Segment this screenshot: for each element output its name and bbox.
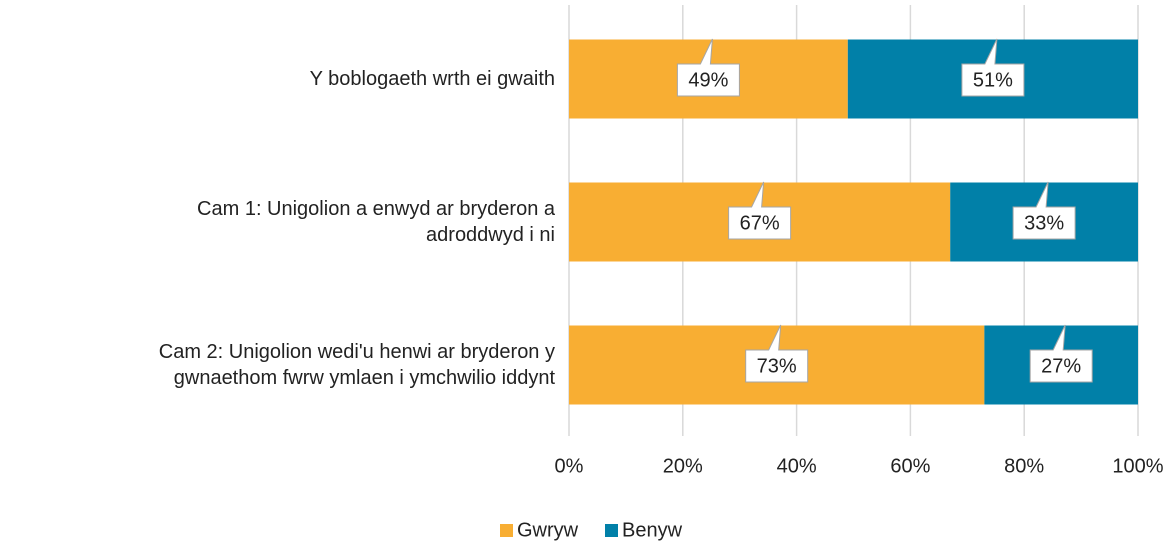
category-label: Cam 2: Unigolion wedi'u henwi ar brydero… — [158, 341, 555, 389]
category-label: Y boblogaeth wrth ei gwaith — [309, 68, 555, 90]
x-tick-label: 100% — [1112, 455, 1163, 477]
data-label: 27% — [1041, 355, 1081, 377]
data-label: 67% — [740, 212, 780, 234]
data-label: 73% — [757, 355, 797, 377]
data-label-callout — [676, 38, 740, 97]
legend-label: Benyw — [622, 519, 683, 541]
legend-swatch — [605, 524, 618, 537]
data-label-callout — [728, 181, 792, 240]
legend-swatch — [500, 524, 513, 537]
data-label: 33% — [1024, 212, 1064, 234]
x-tick-label: 80% — [1004, 455, 1044, 477]
x-tick-label: 20% — [663, 455, 703, 477]
x-tick-label: 60% — [890, 455, 930, 477]
data-label-callout — [1012, 181, 1076, 240]
data-label: 49% — [688, 69, 728, 91]
data-label-callout — [745, 324, 809, 383]
legend-label: Gwryw — [517, 519, 579, 541]
data-label: 51% — [973, 69, 1013, 91]
x-tick-label: 0% — [555, 455, 584, 477]
data-label-callout — [1029, 324, 1093, 383]
category-label: Cam 1: Unigolion a enwyd ar bryderon a a… — [197, 198, 555, 246]
x-tick-label: 40% — [777, 455, 817, 477]
data-label-callout — [961, 38, 1025, 97]
